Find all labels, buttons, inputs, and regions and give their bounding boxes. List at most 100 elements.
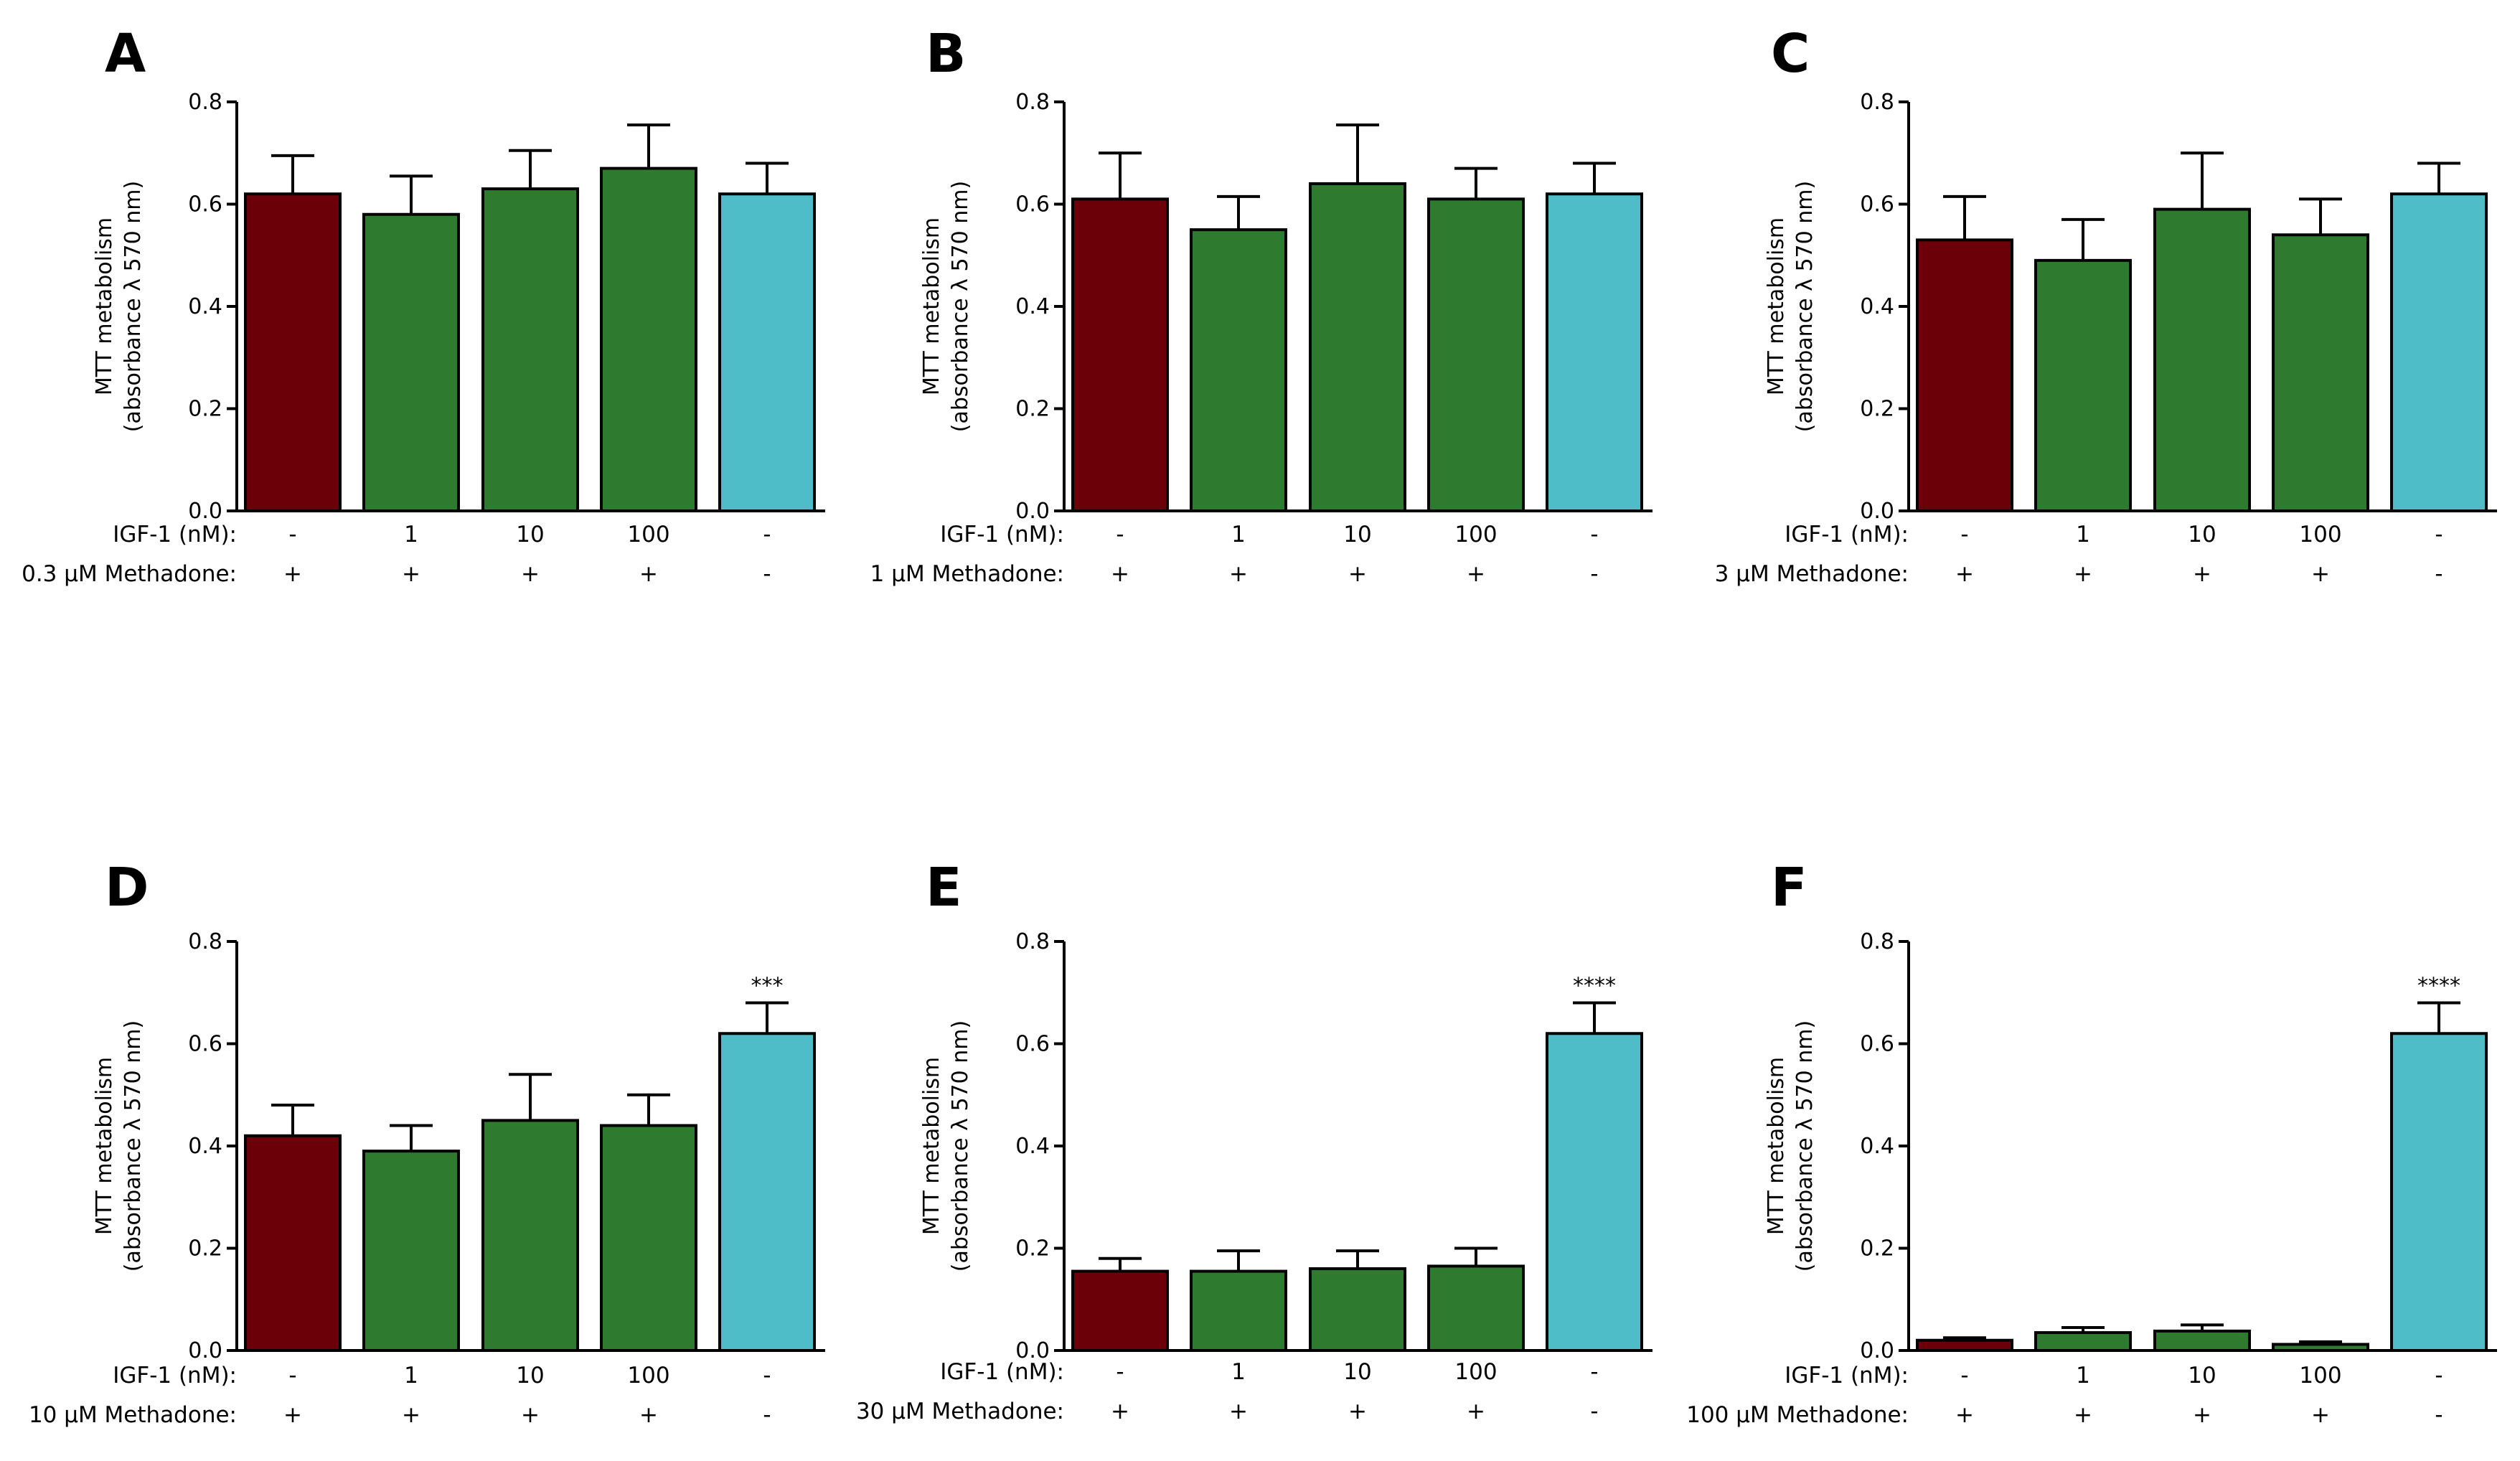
methadone-value: + — [2311, 561, 2330, 587]
bar — [2272, 1343, 2369, 1352]
panel-d: D MTT metabolism (absorbance λ 570 nm) 0.0 0… — [29, 857, 825, 1428]
y-tick-label: 0.2 — [188, 1236, 222, 1262]
bar — [1309, 182, 1406, 512]
y-tick-label: 0.0 — [188, 1338, 222, 1363]
y-axis-title-line: MTT metabolism — [919, 1057, 944, 1235]
bar — [2390, 192, 2488, 512]
igf-value: - — [1116, 1359, 1124, 1385]
bar — [718, 1032, 816, 1352]
y-axis-title: MTT metabolism (absorbance λ 570 nm) — [1764, 181, 1818, 432]
igf-value: 1 — [404, 1363, 418, 1389]
igf-value: 10 — [1343, 1359, 1371, 1385]
significance-marker: **** — [1573, 974, 1616, 999]
bar — [362, 1150, 460, 1352]
igf-row-label: IGF-1 (nM): — [1785, 522, 1909, 548]
methadone-value: + — [283, 561, 302, 587]
bar — [600, 1124, 697, 1352]
y-tick-label: 0.2 — [1860, 397, 1894, 422]
y-tick-label: 0.6 — [1015, 1032, 1050, 1057]
methadone-value: + — [1467, 561, 1485, 587]
bar — [1071, 1269, 1169, 1352]
igf-value: 1 — [2076, 522, 2090, 548]
methadone-value: + — [283, 1402, 302, 1428]
panel-letter: F — [1771, 857, 1807, 919]
methadone-row-label: 1 μM Methadone: — [870, 561, 1064, 587]
methadone-value: + — [1955, 1402, 1974, 1428]
igf-value: - — [763, 522, 771, 548]
igf-value: 1 — [1231, 522, 1246, 548]
methadone-value: + — [1348, 561, 1367, 587]
methadone-row-label: 10 μM Methadone: — [29, 1402, 237, 1428]
methadone-value: + — [2074, 1402, 2092, 1428]
igf-value: 1 — [404, 522, 418, 548]
y-axis-title: MTT metabolism (absorbance λ 570 nm) — [92, 1020, 146, 1272]
y-tick-label: 0.6 — [1860, 1032, 1894, 1057]
y-axis-title: MTT metabolism (absorbance λ 570 nm) — [919, 181, 973, 432]
bar — [2153, 1329, 2251, 1353]
bar — [1546, 192, 1643, 512]
y-tick-label: 0.6 — [188, 1032, 222, 1057]
methadone-value: + — [639, 561, 658, 587]
y-tick-label: 0.2 — [1015, 1236, 1050, 1262]
y-tick-label: 0.4 — [1015, 294, 1050, 319]
y-tick-label: 0.4 — [1860, 1134, 1894, 1159]
igf-value: 1 — [1231, 1359, 1246, 1385]
y-tick-label: 0.8 — [188, 90, 222, 115]
bar — [718, 192, 816, 512]
igf-value: 100 — [1454, 1359, 1497, 1385]
significance-marker: *** — [751, 974, 784, 999]
bar — [2272, 233, 2369, 512]
y-axis-title-line: (absorbance λ 570 nm) — [1792, 181, 1818, 432]
igf-value: 100 — [1454, 522, 1497, 548]
y-tick-label: 0.2 — [188, 397, 222, 422]
methadone-value: - — [1590, 1399, 1598, 1424]
y-axis-title-line: (absorbance λ 570 nm) — [1792, 1020, 1818, 1272]
y-tick-label: 0.6 — [1015, 192, 1050, 217]
methadone-value: + — [2074, 561, 2092, 587]
igf-row-label: IGF-1 (nM): — [113, 522, 237, 548]
methadone-value: + — [1111, 1399, 1129, 1424]
y-tick-label: 0.0 — [1015, 1338, 1050, 1363]
methadone-value: - — [763, 561, 771, 587]
panel-c: C MTT metabolism (absorbance λ 570 nm) 0.0 0… — [1715, 23, 2497, 587]
methadone-value: + — [1229, 561, 1248, 587]
bar — [2153, 207, 2251, 512]
bar — [244, 1134, 342, 1352]
igf-value: 100 — [627, 522, 669, 548]
y-axis-title-line: MTT metabolism — [1764, 1057, 1789, 1235]
y-tick-label: 0.4 — [1860, 294, 1894, 319]
bar — [1916, 238, 2013, 512]
methadone-row-label: 100 μM Methadone: — [1686, 1402, 1909, 1428]
methadone-value: + — [1229, 1399, 1248, 1424]
methadone-value: - — [1590, 561, 1598, 587]
bar — [600, 166, 697, 512]
y-axis-title-line: MTT metabolism — [1764, 217, 1789, 395]
bar — [2034, 258, 2132, 512]
igf-value: 10 — [2188, 522, 2216, 548]
igf-value: - — [2435, 522, 2443, 548]
igf-value: 100 — [2299, 1363, 2341, 1389]
y-axis-title: MTT metabolism (absorbance λ 570 nm) — [1764, 1020, 1818, 1272]
bar — [1309, 1267, 1406, 1352]
y-tick-label: 0.0 — [1015, 499, 1050, 524]
methadone-value: + — [1467, 1399, 1485, 1424]
panel-letter: E — [926, 857, 962, 919]
y-tick-label: 0.4 — [188, 294, 222, 319]
methadone-value: - — [2435, 561, 2443, 587]
igf-value: 1 — [2076, 1363, 2090, 1389]
panel-b: B MTT metabolism (absorbance λ 570 nm) 0.0 0… — [870, 23, 1652, 587]
bar — [1427, 197, 1525, 512]
igf-value: - — [1960, 1363, 1968, 1389]
bar — [362, 212, 460, 512]
y-tick-label: 0.0 — [188, 499, 222, 524]
bar — [481, 187, 579, 512]
methadone-row-label: 3 μM Methadone: — [1715, 561, 1909, 587]
igf-value: 10 — [516, 1363, 544, 1389]
y-tick-label: 0.0 — [1860, 1338, 1894, 1363]
methadone-value: - — [763, 1402, 771, 1428]
y-axis-title-line: (absorbance λ 570 nm) — [121, 181, 146, 432]
y-tick-label: 0.6 — [1860, 192, 1894, 217]
methadone-value: + — [521, 1402, 540, 1428]
y-axis-title: MTT metabolism (absorbance λ 570 nm) — [919, 1020, 973, 1272]
methadone-value: + — [402, 561, 420, 587]
